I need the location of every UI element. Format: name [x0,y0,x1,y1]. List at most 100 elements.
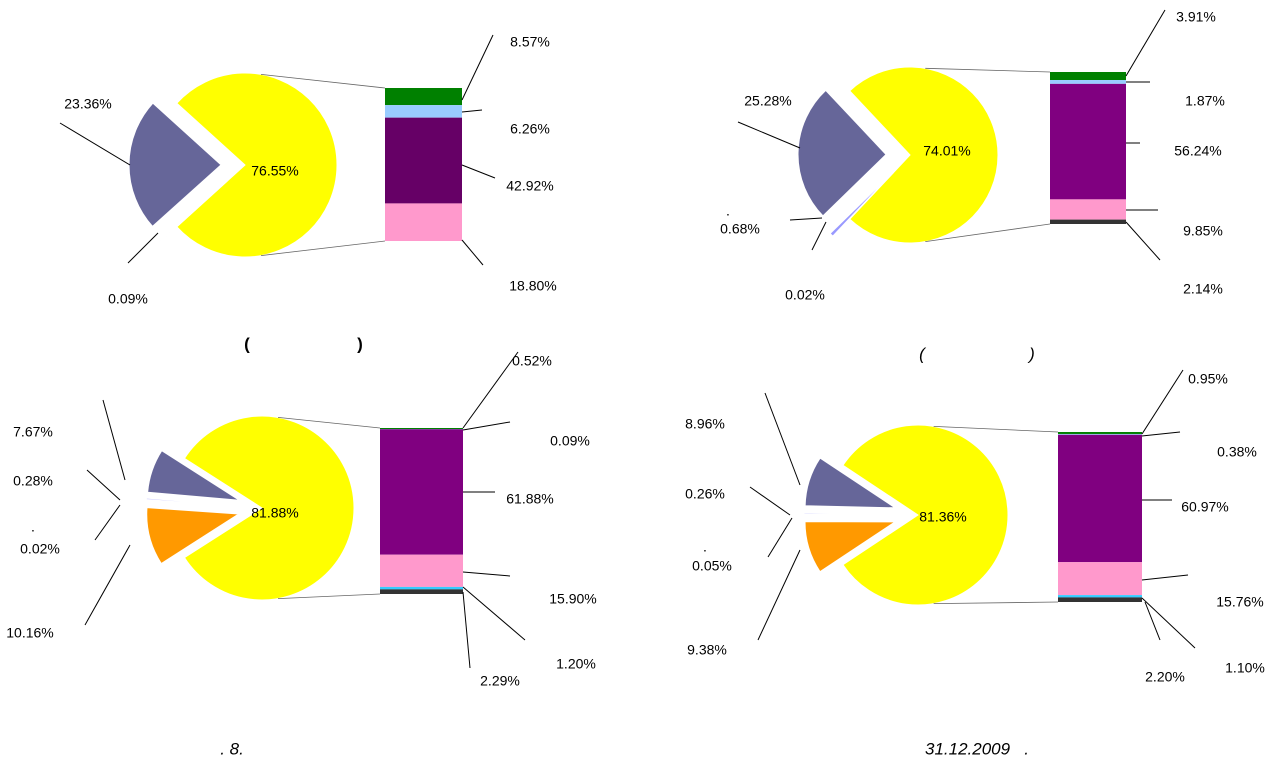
leader-line [86,469,121,501]
leader-line [1125,9,1166,77]
leader-line [1144,601,1161,641]
leader-line [749,486,791,516]
pie-slice [176,72,338,258]
bar-segment [380,589,463,594]
caption: ) [1027,344,1035,363]
leader-line [811,221,827,251]
bar-label: 8.57% [510,34,550,50]
bar-segment [1050,80,1126,84]
pie-label: 0.05% [692,558,732,574]
pie-label: 25.28% [744,93,791,109]
pie-label: 0.02% [785,287,825,303]
leader-line [461,164,496,179]
annotation: . [726,203,730,219]
bar-segment [385,105,462,118]
bar-label: 15.90% [549,591,596,607]
connector [260,240,386,256]
pie-label: 7.67% [13,424,53,440]
leader-line [94,504,121,541]
pie-slice [797,89,887,217]
pie-label: 81.88% [251,505,298,521]
pie-slice [145,499,239,507]
connector [933,425,1059,433]
bar-label: 56.24% [1174,143,1221,159]
pie-label: 81.36% [919,509,966,525]
caption: . 8. [220,739,244,758]
bar-label: 42.92% [506,178,553,194]
leader-line [461,109,483,113]
bar-label: 0.09% [550,433,590,449]
caption: ( [244,334,250,353]
pie-label: 10.16% [6,625,53,641]
leader-line [462,586,526,641]
bar-segment [1058,432,1142,434]
pie-label: 0.26% [685,486,725,502]
pie-slice [842,424,1009,606]
leader-line [1141,369,1184,435]
connector [925,67,1051,73]
caption: ) [357,334,363,353]
bar-label: 2.14% [1183,281,1223,297]
leader-line [1141,431,1181,437]
bar-segment [385,203,462,241]
pie-label: 76.55% [251,163,298,179]
connector [260,74,386,89]
bar-label: 0.38% [1217,444,1257,460]
bar-segment [1058,562,1142,596]
pie-label: 0.28% [13,473,53,489]
pie-slice [183,415,355,601]
leader-line [1141,574,1189,581]
bar-segment [1050,83,1126,200]
pie-slice [146,507,241,565]
bar-segment [1058,434,1142,563]
pie-label: 0.68% [720,221,760,237]
bar-segment [1050,72,1126,81]
leader-line [102,399,126,481]
pie-label: 0.09% [108,291,148,307]
bar-label: 0.52% [512,353,552,369]
pie-slice [804,457,897,509]
bar-segment [385,117,462,204]
bar-label: 18.80% [509,278,556,294]
pie-label: 9.38% [687,642,727,658]
bar-segment [380,429,463,555]
bar-label: 61.88% [506,491,553,507]
pie-slice [829,171,894,237]
leader-line [1141,597,1196,649]
leader-line [737,121,801,149]
leader-line [1125,221,1161,261]
pie-label: 74.01% [923,143,970,159]
bar-segment [380,554,463,587]
bar-segment [1058,597,1142,602]
bar-label: 2.29% [480,673,520,689]
bar-segment [1050,219,1126,224]
caption: ( [919,344,927,363]
leader-line [59,122,131,166]
connector [277,593,381,600]
bar-segment [1050,199,1126,220]
bar-label: 15.76% [1216,594,1263,610]
bar-label: 9.85% [1183,223,1223,239]
leader-line [462,591,471,669]
leader-line [757,549,801,641]
connector [933,601,1059,605]
leader-line [764,392,801,486]
leader-line [789,217,823,221]
caption: 31.12.2009 . [925,739,1029,758]
leader-line [461,239,484,266]
pie-slice [804,521,897,573]
bar-label: 1.20% [556,656,596,672]
leader-line [767,517,793,558]
bar-label: 3.91% [1176,9,1216,25]
bar-label: 2.20% [1145,669,1185,685]
leader-line [127,232,159,264]
bar-label: 1.10% [1225,660,1265,676]
pie-slice [832,172,894,238]
leader-line [462,351,519,429]
pie-slice [147,449,240,501]
bar-segment [1058,433,1142,435]
pie-label: 8.96% [685,416,725,432]
bar-segment [380,428,463,430]
bar-segment [380,586,463,590]
